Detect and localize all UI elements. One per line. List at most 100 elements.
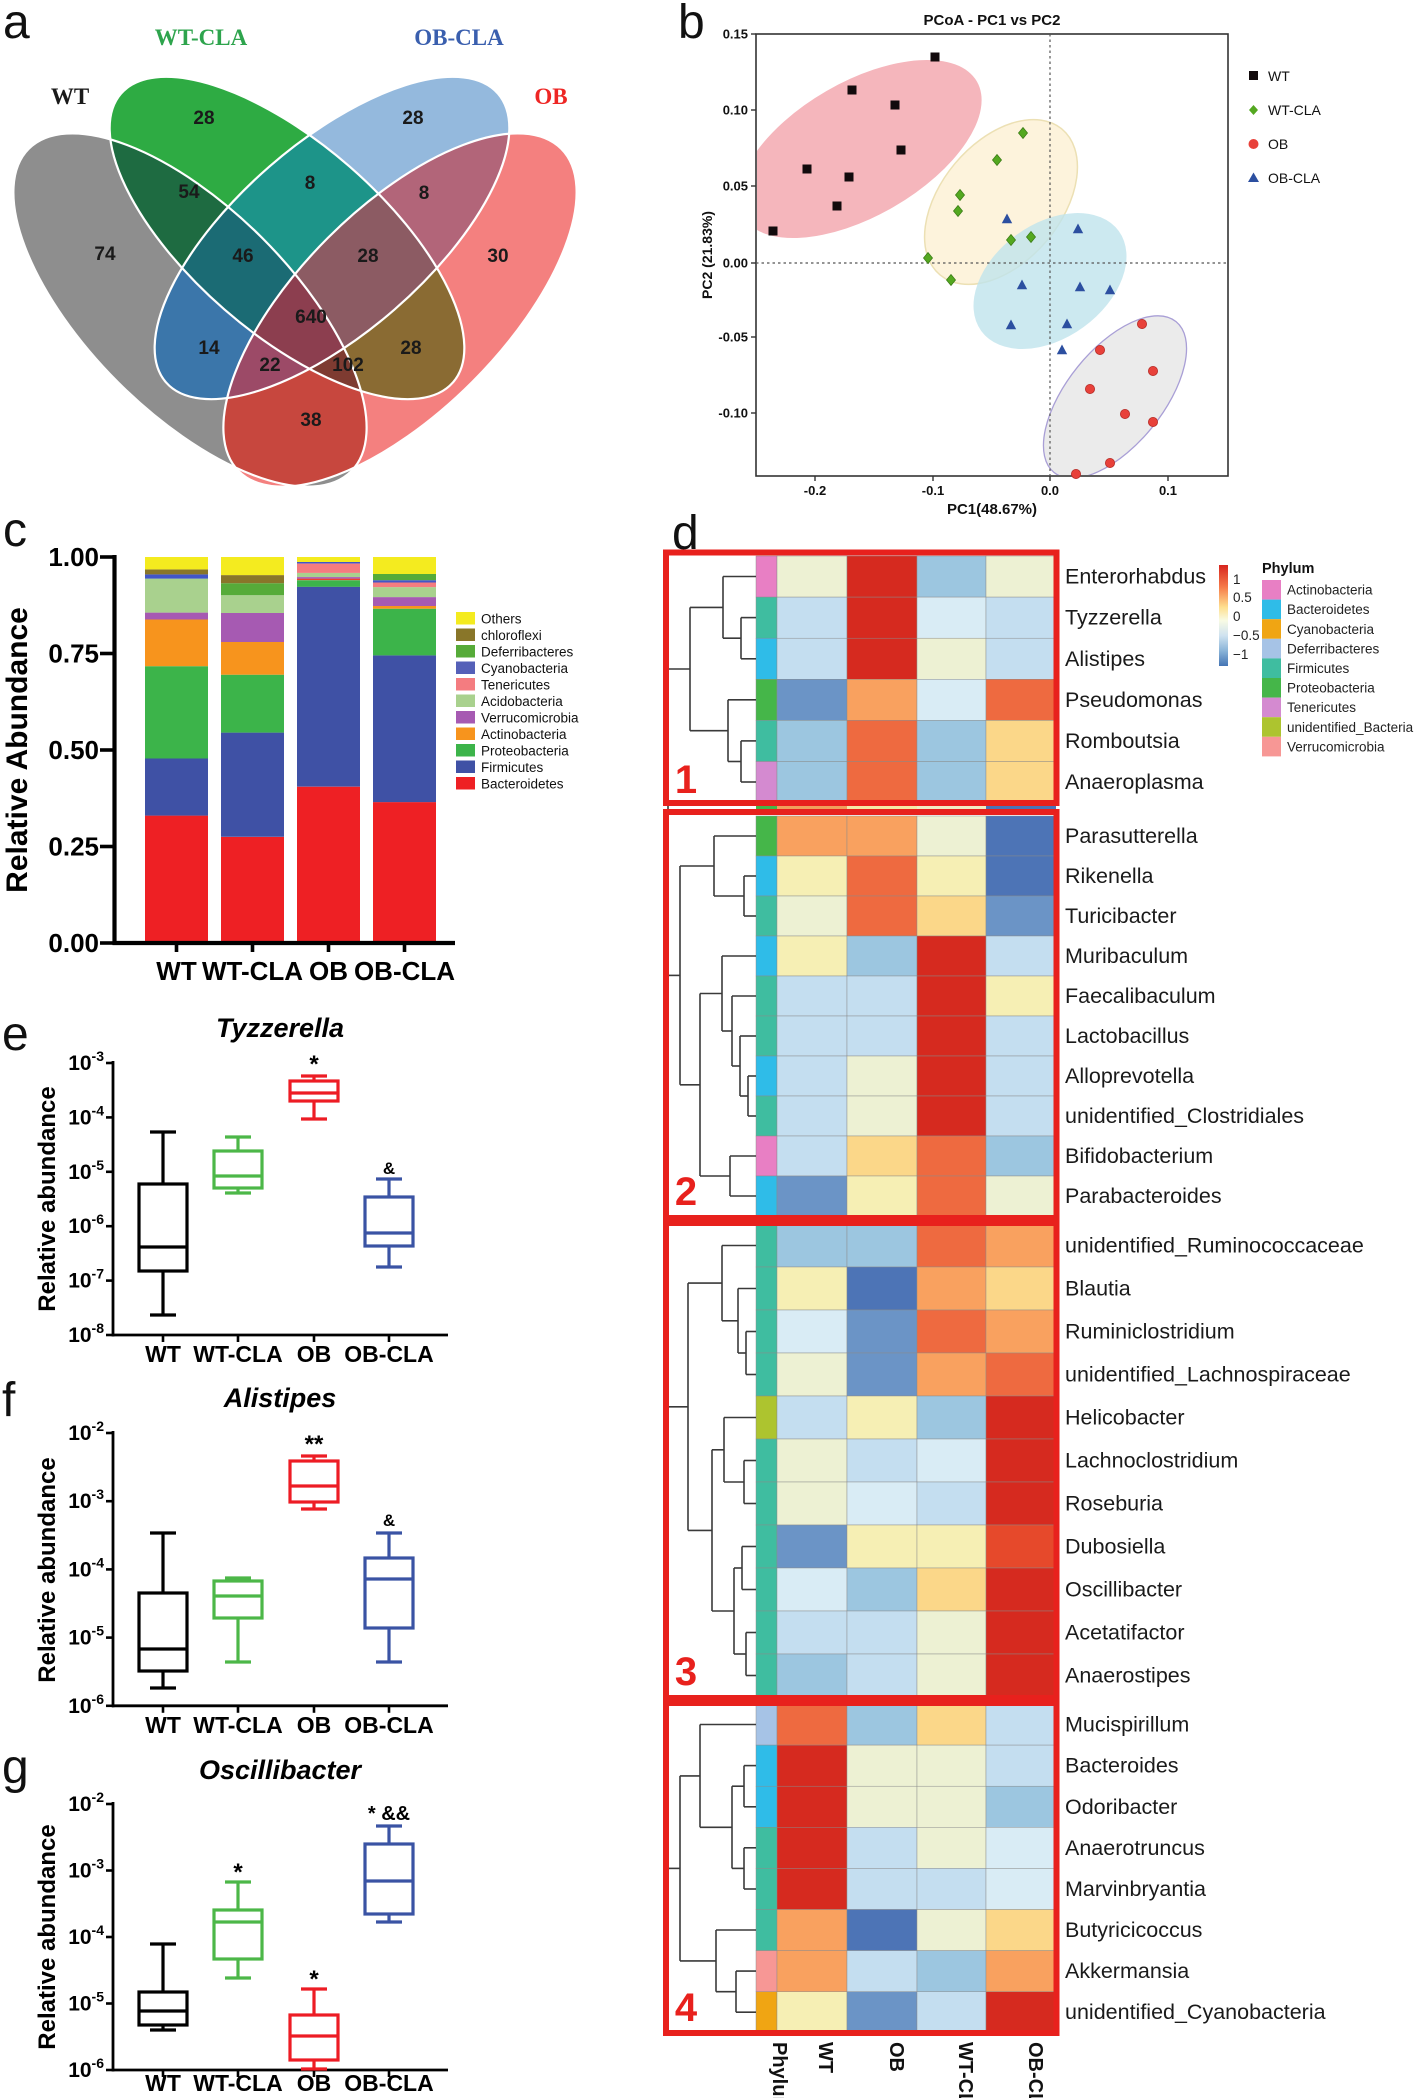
svg-text:WT-CLA: WT-CLA bbox=[1268, 102, 1322, 118]
svg-text:a: a bbox=[3, 0, 30, 49]
svg-text:&: & bbox=[383, 1159, 395, 1178]
svg-text:0.05: 0.05 bbox=[723, 179, 748, 194]
svg-text:OB: OB bbox=[297, 2070, 332, 2096]
svg-text:OB-CLA: OB-CLA bbox=[344, 2070, 433, 2096]
svg-text:OB-CLA: OB-CLA bbox=[354, 956, 455, 986]
svg-text:&: & bbox=[383, 1511, 395, 1530]
svg-text:Cyanobacteria: Cyanobacteria bbox=[1287, 622, 1375, 637]
svg-text:WT: WT bbox=[145, 1712, 181, 1738]
svg-text:f: f bbox=[2, 1374, 16, 1427]
svg-text:Anaeroplasma: Anaeroplasma bbox=[1065, 770, 1204, 794]
svg-text:10-7: 10-7 bbox=[68, 1266, 104, 1293]
svg-text:10-2: 10-2 bbox=[68, 1789, 104, 1816]
svg-text:Rikenella: Rikenella bbox=[1065, 864, 1153, 888]
svg-text:chloroflexi: chloroflexi bbox=[481, 628, 542, 643]
svg-text:14: 14 bbox=[198, 338, 220, 359]
svg-text:-0.10: -0.10 bbox=[718, 406, 748, 421]
svg-text:Others: Others bbox=[481, 612, 522, 627]
svg-text:Proteobacteria: Proteobacteria bbox=[1287, 681, 1375, 696]
svg-text:OB: OB bbox=[1268, 136, 1288, 152]
svg-text:0.5: 0.5 bbox=[1233, 590, 1252, 605]
svg-text:640: 640 bbox=[295, 307, 327, 328]
svg-text:WT: WT bbox=[51, 84, 89, 109]
svg-text:OB-CLA: OB-CLA bbox=[1268, 170, 1321, 186]
svg-text:b: b bbox=[678, 0, 705, 49]
svg-text:0.15: 0.15 bbox=[723, 27, 748, 42]
svg-text:-0.05: -0.05 bbox=[718, 330, 748, 345]
svg-text:OB: OB bbox=[297, 1712, 332, 1738]
svg-text:0.00: 0.00 bbox=[48, 928, 99, 958]
svg-text:WT: WT bbox=[145, 1341, 181, 1367]
svg-text:10-5: 10-5 bbox=[68, 1157, 104, 1184]
svg-text:Ruminiclostridium: Ruminiclostridium bbox=[1065, 1320, 1235, 1344]
svg-text:−1: −1 bbox=[1233, 647, 1248, 662]
svg-text:0.50: 0.50 bbox=[48, 735, 99, 765]
svg-text:4: 4 bbox=[675, 1986, 698, 2030]
svg-text:Actinobacteria: Actinobacteria bbox=[481, 727, 567, 742]
svg-text:Anaerotruncus: Anaerotruncus bbox=[1065, 1836, 1205, 1860]
svg-text:Dubosiella: Dubosiella bbox=[1065, 1535, 1165, 1559]
svg-text:Oscillibacter: Oscillibacter bbox=[1065, 1578, 1182, 1602]
svg-text:Tenericutes: Tenericutes bbox=[481, 678, 550, 693]
svg-text:WT-CLA: WT-CLA bbox=[954, 2042, 976, 2098]
svg-text:* &&: * && bbox=[368, 1803, 410, 1825]
svg-text:WT: WT bbox=[156, 956, 197, 986]
svg-text:Muribaculum: Muribaculum bbox=[1065, 944, 1188, 968]
svg-text:Acidobacteria: Acidobacteria bbox=[481, 694, 563, 709]
svg-text:0.25: 0.25 bbox=[48, 832, 99, 862]
svg-text:74: 74 bbox=[94, 244, 116, 265]
svg-text:Alistipes: Alistipes bbox=[223, 1383, 337, 1413]
svg-text:Mucispirillum: Mucispirillum bbox=[1065, 1713, 1189, 1737]
svg-text:WT-CLA: WT-CLA bbox=[193, 1712, 282, 1738]
svg-text:10-3: 10-3 bbox=[68, 1856, 104, 1883]
svg-text:Enterorhabdus: Enterorhabdus bbox=[1065, 565, 1206, 589]
svg-text:0.75: 0.75 bbox=[48, 639, 99, 669]
svg-text:*: * bbox=[309, 1966, 319, 1993]
svg-text:Firmicutes: Firmicutes bbox=[481, 760, 544, 775]
svg-text:102: 102 bbox=[332, 355, 364, 376]
svg-text:30: 30 bbox=[487, 246, 508, 267]
svg-text:WT-CLA: WT-CLA bbox=[193, 2070, 282, 2096]
svg-text:OB-CLA: OB-CLA bbox=[344, 1712, 433, 1738]
svg-text:10-3: 10-3 bbox=[68, 1048, 104, 1075]
svg-text:*: * bbox=[309, 1051, 319, 1078]
svg-text:OB-CLA: OB-CLA bbox=[344, 1341, 433, 1367]
svg-text:Verrucomicrobia: Verrucomicrobia bbox=[481, 711, 579, 726]
svg-text:10-6: 10-6 bbox=[68, 2055, 104, 2082]
svg-text:54: 54 bbox=[178, 182, 200, 203]
svg-text:Acetatifactor: Acetatifactor bbox=[1065, 1621, 1185, 1645]
svg-text:-0.1: -0.1 bbox=[922, 483, 944, 498]
svg-text:Verrucomicrobia: Verrucomicrobia bbox=[1287, 739, 1385, 754]
svg-text:Firmicutes: Firmicutes bbox=[1287, 661, 1350, 676]
svg-text:28: 28 bbox=[402, 108, 423, 129]
svg-text:WT: WT bbox=[1268, 68, 1290, 84]
svg-text:−0.5: −0.5 bbox=[1233, 628, 1260, 643]
svg-text:Blautia: Blautia bbox=[1065, 1277, 1131, 1301]
svg-text:0.0: 0.0 bbox=[1041, 483, 1059, 498]
svg-text:Parabacteroides: Parabacteroides bbox=[1065, 1184, 1222, 1208]
svg-text:Relative abundance: Relative abundance bbox=[34, 1824, 61, 2049]
svg-text:28: 28 bbox=[400, 338, 421, 359]
svg-text:Tyzzerella: Tyzzerella bbox=[1065, 606, 1162, 630]
svg-text:WT-CLA: WT-CLA bbox=[193, 1341, 282, 1367]
svg-text:10-6: 10-6 bbox=[68, 1691, 104, 1718]
svg-text:OB: OB bbox=[885, 2042, 907, 2072]
svg-text:unidentified_Cyanobacteria: unidentified_Cyanobacteria bbox=[1065, 2000, 1326, 2024]
svg-text:-0.2: -0.2 bbox=[804, 483, 826, 498]
svg-text:Bacteroidetes: Bacteroidetes bbox=[481, 777, 564, 792]
svg-text:1: 1 bbox=[675, 758, 697, 802]
svg-text:Phylum: Phylum bbox=[1262, 561, 1314, 577]
svg-text:Turicibacter: Turicibacter bbox=[1065, 904, 1177, 928]
svg-text:0: 0 bbox=[1233, 609, 1241, 624]
svg-text:10-4: 10-4 bbox=[68, 1102, 104, 1129]
svg-text:WT-CLA: WT-CLA bbox=[155, 25, 248, 50]
svg-text:Relative Abundance: Relative Abundance bbox=[1, 607, 34, 893]
svg-text:Lactobacillus: Lactobacillus bbox=[1065, 1024, 1189, 1048]
svg-text:38: 38 bbox=[300, 410, 321, 431]
svg-text:Faecalibaculum: Faecalibaculum bbox=[1065, 984, 1216, 1008]
svg-text:Alistipes: Alistipes bbox=[1065, 647, 1145, 671]
svg-text:Romboutsia: Romboutsia bbox=[1065, 729, 1180, 753]
svg-text:2: 2 bbox=[675, 1170, 697, 1214]
svg-text:OB: OB bbox=[309, 956, 348, 986]
svg-text:Helicobacter: Helicobacter bbox=[1065, 1406, 1185, 1430]
